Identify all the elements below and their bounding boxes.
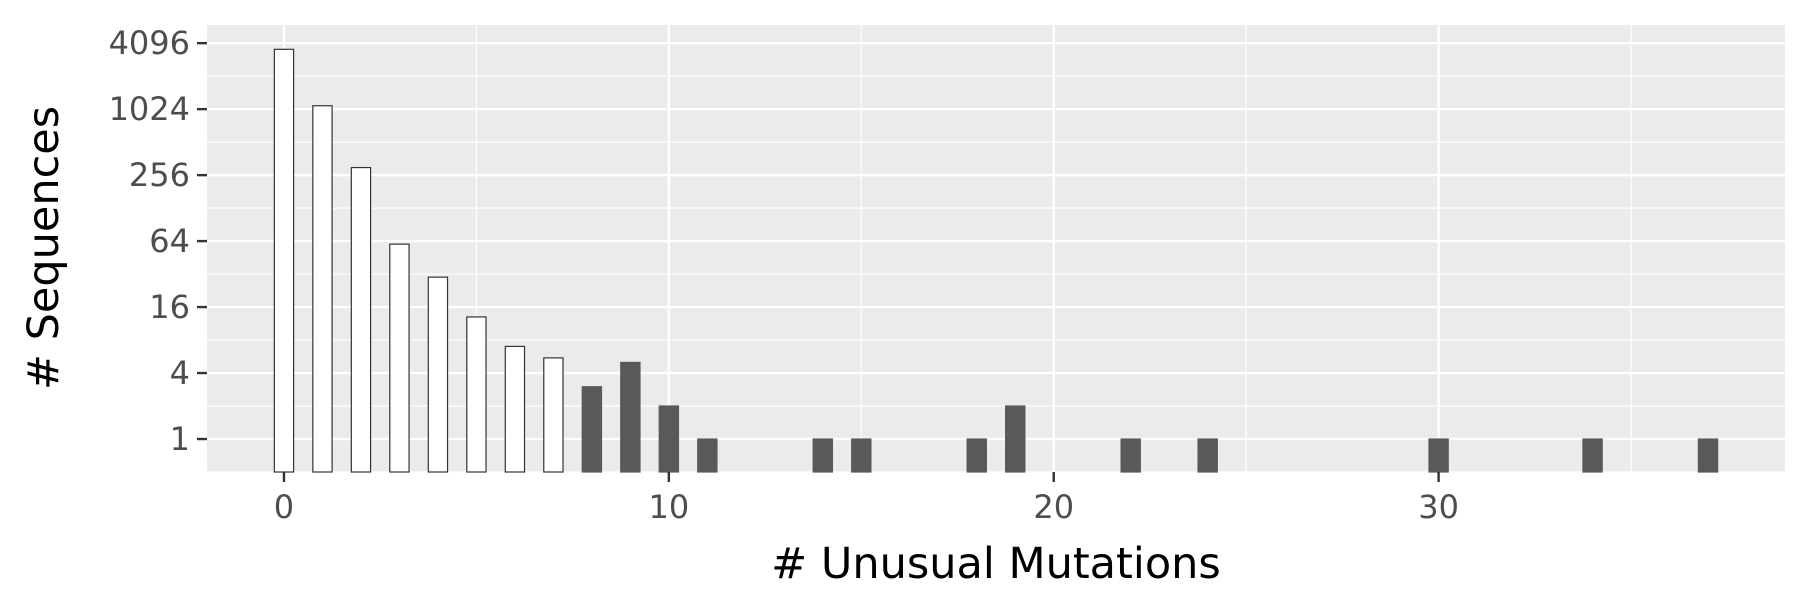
bar-unusual-range-x37: [1697, 438, 1719, 473]
bar-unusual-range-x8: [581, 386, 603, 473]
bars: [273, 48, 1719, 473]
y-tick-label: 4096: [109, 24, 190, 62]
bar-unusual-range-x9: [620, 361, 641, 473]
bar-usual-range-x2: [350, 166, 372, 473]
x-tick-label: 10: [648, 488, 689, 526]
y-tick-label: 16: [149, 288, 190, 326]
bar-usual-range-x1: [312, 105, 333, 473]
x-tick-label: 0: [274, 488, 294, 526]
y-tick-label: 4: [170, 354, 190, 392]
x-axis-title: # Unusual Mutations: [771, 539, 1221, 589]
bar-unusual-range-x11: [697, 438, 718, 473]
y-axis: 1 4 16 64 256 1024 4096: [109, 24, 207, 458]
x-tick-label: 20: [1033, 488, 1074, 526]
x-tick-label: 30: [1418, 488, 1459, 526]
bar-unusual-range-x19: [1005, 405, 1026, 473]
bar-usual-range-x4: [427, 276, 449, 473]
bar-unusual-range-x34: [1582, 438, 1603, 473]
bar-unusual-range-x22: [1120, 438, 1141, 473]
bar-usual-range-x5: [466, 316, 487, 473]
bar-usual-range-x0: [273, 48, 295, 473]
y-axis-title: # Sequences: [19, 106, 69, 390]
bar-unusual-range-x10: [658, 405, 680, 473]
y-tick-label: 1: [170, 420, 190, 458]
y-tick-label: 1024: [109, 90, 190, 128]
bar-usual-range-x3: [389, 243, 410, 473]
bar-unusual-range-x15: [851, 438, 872, 473]
bar-unusual-range-x14: [812, 438, 834, 473]
bar-unusual-range-x24: [1197, 438, 1218, 473]
bar-unusual-range-x18: [966, 438, 987, 473]
bar-usual-range-x7: [543, 357, 564, 473]
x-axis: 0 10 20 30: [274, 472, 1459, 526]
y-tick-label: 64: [149, 222, 190, 260]
bar-usual-range-x6: [504, 345, 526, 473]
bar-unusual-range-x30: [1428, 438, 1449, 473]
y-tick-label: 256: [129, 156, 190, 194]
